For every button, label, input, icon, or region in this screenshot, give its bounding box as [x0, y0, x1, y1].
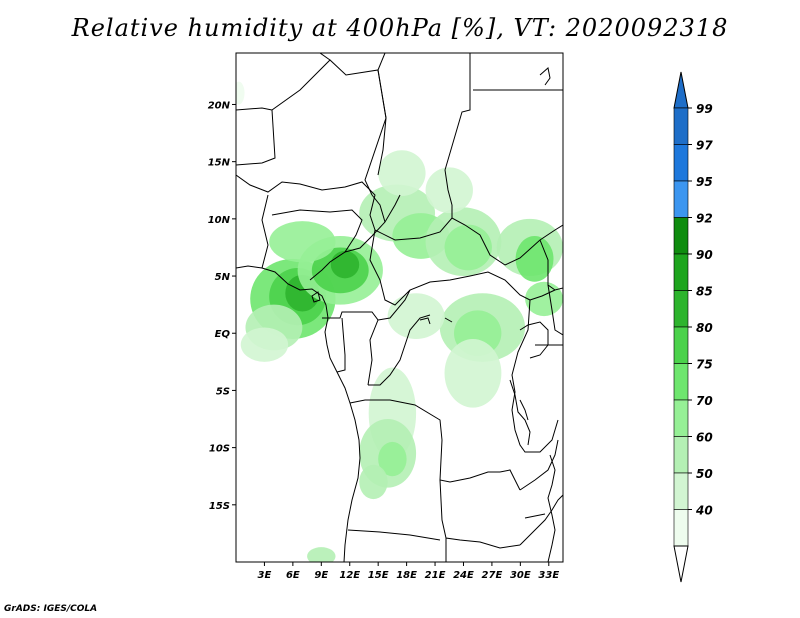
credit-label: GrADS: IGES/COLA [4, 604, 98, 614]
colorbar-label: 97 [696, 139, 713, 153]
latitude-axis: 20N 15N 10N 5N EQ 5S 10S 15S [208, 100, 236, 512]
lon-tick-label: 21E [425, 570, 446, 581]
lon-tick-label: 30E [510, 570, 531, 581]
lon-tick-label: 9E [314, 570, 328, 581]
humidity-patch-27 [236, 81, 245, 105]
humidity-patch-21 [387, 293, 445, 339]
colorbar-segment-75 [673, 363, 689, 401]
chart-title: Relative humidity at 400hPa [%], VT: 202… [71, 14, 729, 42]
lon-tick-label: 24E [453, 570, 474, 581]
colorbar-segment-92 [673, 217, 689, 255]
colorbar-label: 99 [696, 102, 713, 116]
humidity-patch-13 [444, 224, 492, 271]
colorbar-segment-85 [673, 290, 689, 328]
colorbar-segment-99 [673, 107, 689, 145]
colorbar-label: 60 [696, 431, 713, 445]
colorbar-bottom-arrow [673, 545, 689, 583]
lon-tick-label: 12E [339, 570, 360, 581]
colorbar-segment-95 [673, 180, 689, 218]
humidity-patch-26 [307, 547, 336, 562]
lon-tick-label: 3E [258, 570, 272, 581]
humidity-patch-7 [330, 250, 360, 279]
colorbar-segment-40 [673, 509, 689, 547]
country-boundaries [236, 53, 563, 562]
lat-tick-label: 10N [208, 215, 231, 226]
humidity-patch-4 [240, 327, 289, 362]
colorbar-label: 85 [696, 285, 713, 299]
lat-tick-label: 5S [216, 386, 230, 397]
colorbar-label: 92 [696, 212, 713, 226]
colorbar-segment-70 [673, 399, 689, 437]
lat-tick-label: 20N [208, 100, 231, 111]
colorbar-label: 70 [696, 394, 713, 408]
colorbar-label: 75 [696, 358, 713, 372]
lon-tick-label: 6E [286, 570, 300, 581]
lat-tick-label: 15N [208, 158, 231, 169]
humidity-patch-20 [444, 338, 502, 408]
colorbar: 99 97 95 92 90 85 80 75 70 60 50 40 [673, 71, 713, 583]
lon-tick-label: 27E [482, 570, 503, 581]
colorbar-segment-97 [673, 144, 689, 182]
lat-tick-label: EQ [215, 329, 231, 340]
colorbar-label: 95 [696, 175, 713, 189]
colorbar-label: 80 [696, 321, 713, 335]
lat-tick-label: 15S [209, 501, 230, 512]
humidity-patch-24 [378, 441, 407, 477]
lon-tick-label: 18E [396, 570, 417, 581]
lon-tick-label: 33E [538, 570, 559, 581]
colorbar-label: 40 [695, 504, 713, 518]
humidity-patch-11 [378, 150, 426, 196]
humidity-field [236, 81, 563, 562]
humidity-patch-17 [525, 281, 563, 317]
humidity-patch-16 [515, 236, 554, 282]
longitude-axis: 3E 6E 9E 12E 15E 18E 21E 24E 27E 30E 33E [258, 562, 559, 581]
lon-tick-label: 15E [368, 570, 389, 581]
humidity-patch-14 [425, 167, 473, 214]
colorbar-label: 90 [696, 248, 713, 262]
lat-tick-label: 10S [209, 444, 230, 455]
lat-tick-label: 5N [215, 272, 231, 283]
colorbar-label: 50 [696, 467, 713, 481]
map-frame [235, 52, 564, 563]
colorbar-segment-50 [673, 472, 689, 510]
colorbar-segment-80 [673, 326, 689, 364]
colorbar-segment-90 [673, 253, 689, 291]
colorbar-top-arrow [673, 71, 689, 109]
humidity-patch-25 [359, 464, 388, 500]
colorbar-segment-60 [673, 436, 689, 474]
humidity-patch-8 [269, 221, 336, 263]
